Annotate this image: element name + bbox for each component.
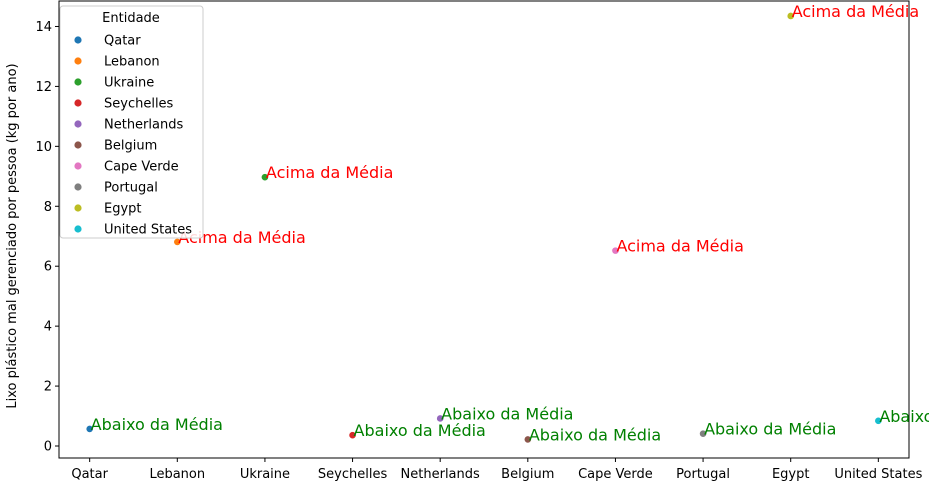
legend-entry-label: Ukraine [104, 76, 154, 91]
x-axis: Qatar Lebanon Ukraine Seychelles Netherlands… [71, 458, 923, 482]
legend-marker [74, 225, 82, 233]
legend-box [59, 5, 204, 239]
legend-marker [74, 78, 82, 86]
legend-marker [74, 57, 82, 65]
legend-title: Entidade [102, 11, 160, 26]
x-tick-label: Qatar [71, 467, 108, 482]
y-tick-label: 10 [35, 140, 52, 155]
legend-marker [74, 141, 82, 149]
data-point [436, 414, 445, 423]
data-point [786, 12, 795, 20]
y-axis-label: Lixo plástico mal gerenciado por pessoa … [5, 63, 20, 408]
x-tick-label: Egypt [772, 467, 810, 482]
x-tick-label: United States [834, 467, 922, 482]
y-tick-label: 14 [35, 20, 52, 35]
data-points [85, 12, 883, 444]
data-label: Abaixo da Média [91, 415, 223, 434]
legend-marker [74, 162, 82, 170]
data-point [261, 173, 269, 182]
legend-entries: Qatar Lebanon Ukraine Seychelles Netherlands… [74, 34, 192, 238]
y-tick-label: 2 [44, 380, 52, 395]
data-label: Acima da Média [266, 163, 393, 182]
x-tick-label: Seychelles [318, 467, 388, 482]
data-point [85, 425, 94, 433]
legend-entry-label: Seychelles [104, 97, 174, 112]
y-tick-label: 0 [44, 440, 52, 455]
data-point [699, 429, 707, 438]
data-label: Abaixo da Média [529, 425, 661, 444]
data-label: Acima da Média [792, 2, 919, 21]
x-tick-label: Ukraine [240, 467, 290, 482]
legend-entry-label: Lebanon [104, 55, 160, 70]
data-point [523, 435, 532, 444]
data-point [611, 246, 620, 255]
y-tick-label: 4 [44, 320, 52, 335]
legend-marker [74, 36, 82, 44]
legend-entry-label: Netherlands [104, 118, 183, 133]
y-axis: 0 2 4 6 8 10 12 14 [35, 20, 59, 455]
y-tick-label: 8 [44, 200, 52, 215]
x-tick-label: Lebanon [149, 467, 205, 482]
y-tick-label: 6 [44, 260, 52, 275]
data-label: Abaixo da Média [441, 404, 573, 423]
y-tick-label: 12 [35, 80, 52, 95]
legend-entry-label: Egypt [104, 202, 142, 217]
legend-marker [74, 120, 82, 128]
data-point [874, 416, 883, 425]
data-label: Abaixo da Média [704, 420, 836, 439]
legend-marker [74, 99, 82, 107]
data-label: Abaixo da Média [879, 407, 929, 426]
data-point [348, 431, 357, 440]
data-label: Abaixo da Média [354, 421, 486, 440]
x-tick-label: Belgium [501, 467, 554, 482]
legend-marker [74, 183, 82, 191]
data-label: Acima da Média [178, 228, 305, 247]
legend-entry-label: Qatar [104, 34, 141, 49]
x-tick-label: Portugal [676, 467, 730, 482]
x-tick-label: Cape Verde [578, 467, 653, 482]
legend-entry-label: Portugal [104, 181, 158, 196]
x-tick-label: Netherlands [401, 467, 480, 482]
legend: Entidade Qatar Lebanon Ukraine Seychelles Ne… [59, 5, 204, 239]
legend-entry-label: Cape Verde [104, 160, 179, 175]
legend-entry-label: Belgium [104, 139, 157, 154]
legend-entry-label: United States [104, 223, 192, 238]
data-annotations: Abaixo da Média Acima da Média Acima da Mé… [91, 2, 929, 444]
data-label: Acima da Média [616, 237, 743, 256]
legend-marker [74, 204, 82, 212]
